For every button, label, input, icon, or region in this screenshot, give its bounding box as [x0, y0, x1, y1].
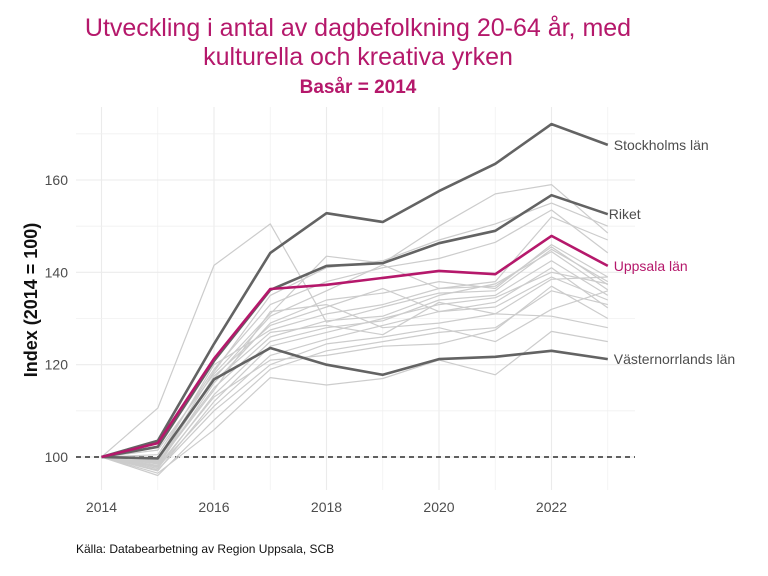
series-label-riket: Riket: [609, 206, 641, 222]
series-label-stockholms-län: Stockholms län: [614, 137, 709, 153]
x-tick-label: 2022: [536, 499, 567, 515]
background-series-line: [101, 246, 609, 460]
background-series-line: [101, 209, 609, 458]
series-line-uppsala-län: [101, 234, 609, 459]
y-axis-title: Index (2014 = 100): [21, 223, 41, 378]
highlight-series: [101, 122, 609, 460]
chart-title-line-1: Utveckling i antal av dagbefolkning 20-6…: [84, 14, 632, 42]
y-tick-label: 160: [45, 172, 69, 188]
background-series-line: [101, 276, 609, 468]
x-axis-ticks: 2014 2016 2018 2020 2022: [86, 499, 567, 515]
chart-subtitle: Basår = 2014: [299, 77, 417, 98]
series-label-uppsala-län: Uppsala län: [614, 258, 688, 274]
background-series-line: [101, 276, 608, 465]
background-series-line: [101, 223, 609, 458]
series-line-riket: [101, 193, 609, 459]
series-line-stockholms-län: [101, 122, 609, 459]
chart-caption: Källa: Databearbetning av Region Uppsala…: [76, 542, 335, 556]
background-series-line: [101, 285, 609, 467]
x-tick-label: 2020: [423, 499, 454, 515]
background-series-line: [101, 290, 608, 477]
chart-title-line-2: kulturella och kreativa yrken: [203, 43, 513, 71]
y-tick-label: 120: [45, 357, 69, 373]
background-series-line: [101, 290, 608, 471]
background-series-line: [101, 251, 609, 464]
x-tick-label: 2016: [198, 499, 229, 515]
x-tick-label: 2018: [311, 499, 342, 515]
x-tick-label: 2014: [86, 499, 117, 515]
y-tick-label: 100: [45, 449, 69, 465]
grid: [76, 107, 635, 490]
series-label-västernorrlands-län: Västernorrlands län: [614, 351, 735, 367]
y-tick-label: 140: [45, 264, 69, 280]
chart-title: Utveckling i antal av dagbefolkning 20-6…: [0, 14, 716, 72]
series-line-västernorrlands-län: [101, 346, 608, 460]
series-labels: Stockholms län Riket Uppsala län Västernorr…: [609, 137, 735, 367]
y-axis-ticks: 100 120 140 160: [45, 172, 69, 465]
